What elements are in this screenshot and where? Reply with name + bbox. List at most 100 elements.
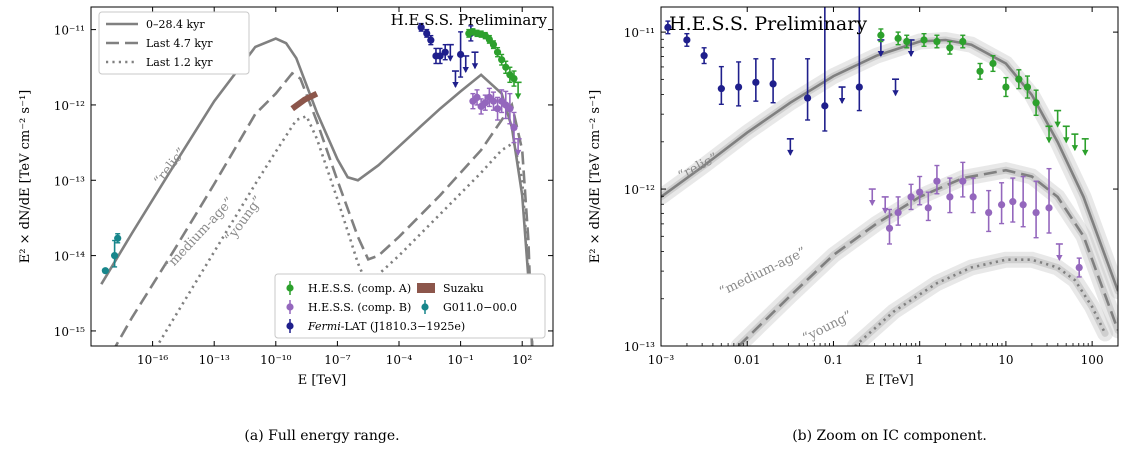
chart-title-a: H.E.S.S. Preliminary xyxy=(391,11,548,29)
data-point xyxy=(462,55,470,73)
data-point xyxy=(493,96,502,121)
x-tick-label: 100 xyxy=(1081,353,1104,367)
data-point xyxy=(885,208,894,245)
panel-a: “relic”“medium-age”“young” 10⁻¹⁶ 10⁻¹³ 10⁻… xyxy=(18,6,554,444)
data-point xyxy=(1019,175,1027,228)
data-point xyxy=(868,188,876,207)
data-point xyxy=(769,58,777,104)
data-point xyxy=(803,58,812,121)
data-point xyxy=(959,161,967,198)
legend-label: H.E.S.S. (comp. B) xyxy=(308,301,411,314)
y-tick-label: 10⁻¹⁴ xyxy=(54,250,85,264)
data-points-a xyxy=(101,22,522,275)
data-point xyxy=(101,267,109,275)
y-tick-label: 10⁻¹¹ xyxy=(54,24,85,38)
data-point xyxy=(752,58,760,102)
legend-label: H.E.S.S. (comp. A) xyxy=(308,282,411,295)
data-point xyxy=(700,47,708,65)
data-point xyxy=(1055,243,1063,261)
legend-models-a: 0–28.4 kyr Last 4.7 kyr Last 1.2 kyr xyxy=(98,11,250,75)
model-curve-solid xyxy=(661,38,1118,292)
x-tick-label: 0.1 xyxy=(824,353,843,367)
x-tick-label: 10⁻¹⁰ xyxy=(260,353,291,367)
model-curves-b xyxy=(661,31,1118,346)
caption-a: (a) Full energy range. xyxy=(244,428,399,444)
data-point xyxy=(1032,180,1040,239)
curve-label: “relic” xyxy=(151,145,189,188)
x-axis-label-a: E [TeV] xyxy=(298,373,347,388)
data-point xyxy=(441,43,449,61)
x-tick-label: 10⁻¹⁶ xyxy=(137,353,168,367)
data-point xyxy=(510,70,518,87)
data-point xyxy=(502,90,510,120)
data-point xyxy=(881,196,889,214)
legend-swatch-point xyxy=(286,284,294,292)
data-point xyxy=(877,28,885,43)
panel-b: “relic”“medium-age”“young” 10⁻³ 0.01 0.1 1 1… xyxy=(588,6,1119,444)
x-axis-label-b: E [TeV] xyxy=(865,373,914,388)
data-point xyxy=(892,78,900,97)
data-point xyxy=(114,233,122,244)
legend-label: Suzaku xyxy=(443,282,484,295)
x-tick-label: 0.01 xyxy=(734,353,761,367)
data-point xyxy=(506,92,514,125)
y-tick-label: 10⁻¹³ xyxy=(54,174,85,188)
data-point xyxy=(1045,167,1053,234)
data-point xyxy=(1062,125,1070,144)
chart-title-b: H.E.S.S. Preliminary xyxy=(669,13,867,35)
data-point xyxy=(920,32,928,47)
y-tick-label: 10⁻¹² xyxy=(624,183,655,197)
legend-label: G011.0−00.0 xyxy=(443,301,517,314)
legend-swatch-point xyxy=(286,322,294,330)
data-point xyxy=(989,54,997,73)
data-point xyxy=(451,70,459,89)
ticks-a: 10⁻¹⁶ 10⁻¹³ 10⁻¹⁰ 10⁻⁷ 10⁻⁴ 10⁻¹ 10² 10⁻¹⁵ 10⁻¹⁴… xyxy=(54,7,553,367)
y-tick-label: 10⁻¹⁵ xyxy=(54,325,85,339)
suzaku-band xyxy=(290,90,319,112)
legend-swatch-point xyxy=(286,303,294,311)
data-point xyxy=(838,86,846,105)
data-point xyxy=(489,40,498,50)
model-curve-dotted xyxy=(854,258,1107,346)
legend-swatch-box xyxy=(417,283,435,293)
uncertainty-band xyxy=(661,31,1118,300)
data-point xyxy=(514,81,522,100)
ticks-b: 10⁻³ 0.01 0.1 1 10 100 10⁻¹³ 10⁻¹² 10⁻¹¹ xyxy=(624,7,1118,367)
data-point xyxy=(717,65,725,106)
caption-b: (b) Zoom on IC component. xyxy=(792,428,987,444)
data-point xyxy=(446,43,454,62)
data-point xyxy=(510,111,518,144)
data-point xyxy=(427,34,435,46)
data-point xyxy=(959,34,967,49)
x-tick-label: 1 xyxy=(916,353,924,367)
curve-labels-a: “relic”“medium-age”“young” xyxy=(151,145,266,274)
data-point xyxy=(1009,177,1017,223)
curve-label: “young” xyxy=(800,308,855,346)
data-point xyxy=(1023,75,1032,99)
axes-frame-a xyxy=(90,6,554,347)
data-point xyxy=(111,239,119,268)
axes-frame-b xyxy=(660,6,1119,347)
data-point xyxy=(735,61,743,107)
data-point xyxy=(1032,89,1040,116)
data-point xyxy=(436,47,444,65)
data-point xyxy=(514,138,522,156)
x-tick-label: 10⁻³ xyxy=(648,353,675,367)
data-point xyxy=(894,196,902,226)
data-point xyxy=(907,183,915,211)
legend-label: Last 1.2 kyr xyxy=(146,56,213,69)
data-point xyxy=(664,20,672,35)
data-point xyxy=(855,7,863,112)
data-point xyxy=(969,177,977,214)
x-tick-label: 10⁻¹ xyxy=(447,353,473,367)
data-point xyxy=(1002,76,1010,98)
x-tick-label: 10⁻⁴ xyxy=(386,353,413,367)
data-point xyxy=(417,22,425,32)
y-axis-label-a: E² × dN/dE [TeV cm⁻² s⁻¹] xyxy=(18,90,33,263)
data-point xyxy=(683,32,691,47)
x-tick-label: 10⁻⁷ xyxy=(324,353,351,367)
data-point xyxy=(985,189,993,233)
data-point xyxy=(997,182,1006,225)
data-point xyxy=(493,46,502,58)
